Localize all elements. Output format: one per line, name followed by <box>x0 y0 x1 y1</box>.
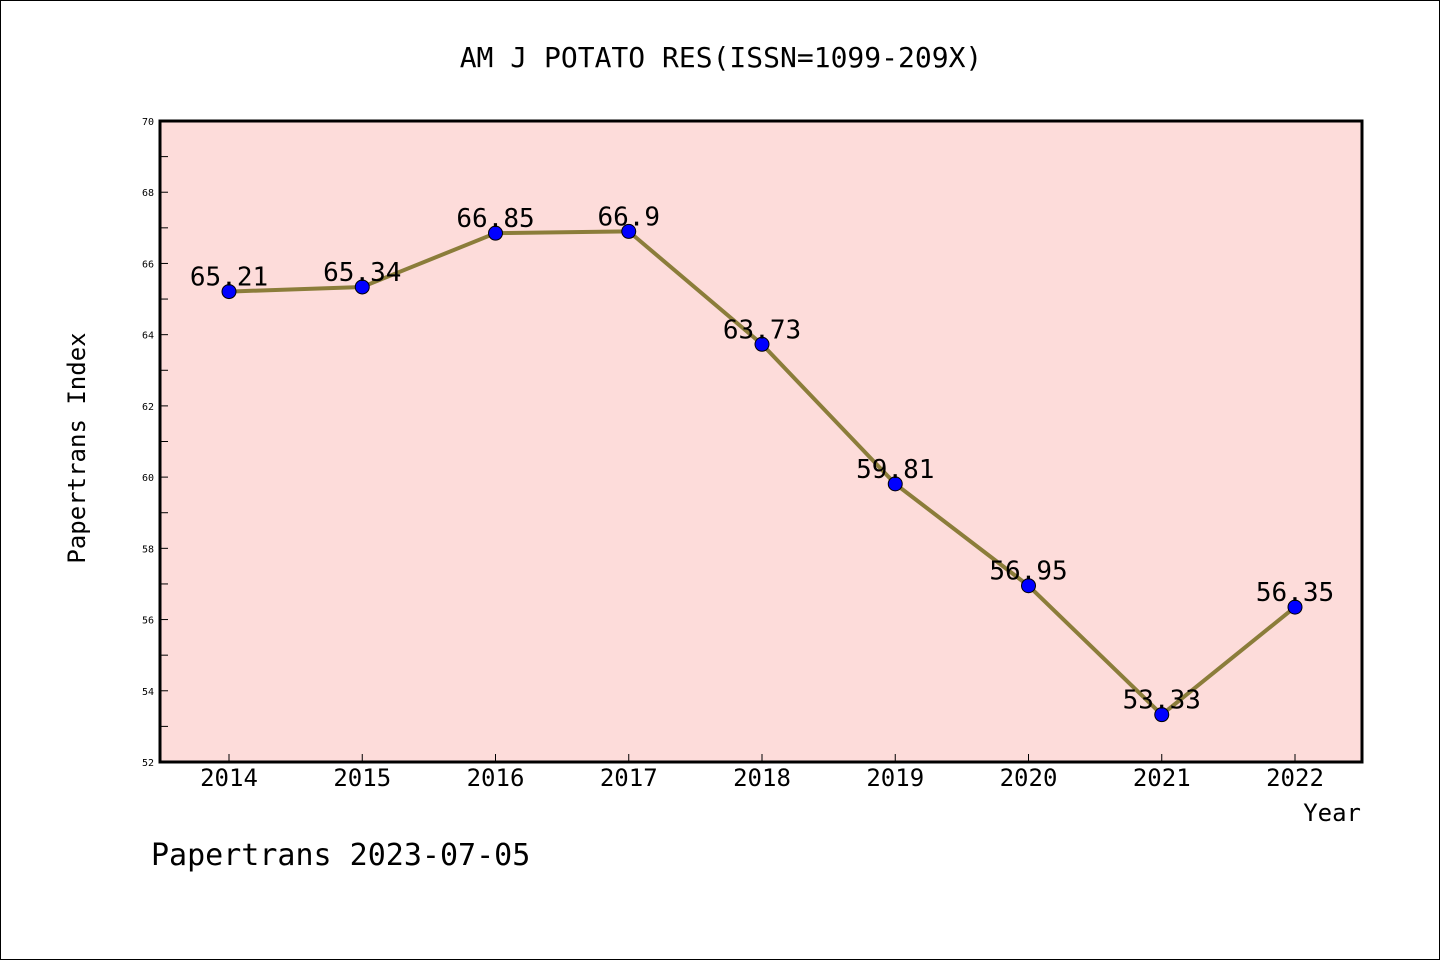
data-point <box>1021 578 1036 594</box>
data-label: 66.85 <box>456 204 534 234</box>
x-tick-label: 2022 <box>1266 764 1324 792</box>
x-tick-label: 2015 <box>333 764 391 792</box>
x-tick-label: 2019 <box>866 764 924 792</box>
data-label: 56.35 <box>1256 578 1334 608</box>
data-point <box>488 225 503 241</box>
y-tick-label: 54 <box>142 687 154 698</box>
y-tick-label: 64 <box>142 331 154 342</box>
y-tick-label: 66 <box>142 259 154 270</box>
data-point <box>354 279 370 295</box>
data-label: 63.73 <box>723 315 801 345</box>
y-tick-label: 52 <box>142 758 154 769</box>
x-tick-label: 2017 <box>600 764 658 792</box>
data-point <box>621 223 637 239</box>
x-tick-label: 2014 <box>200 764 258 792</box>
plot-area <box>158 119 1364 764</box>
y-axis-label: Papertrans Index <box>63 332 91 563</box>
y-tick-label: 58 <box>142 544 154 555</box>
data-point <box>887 476 903 492</box>
data-labels: 65.21 65.34 66.85 66.9 63.73 59.81 56.95 53.33 5… <box>190 202 1334 715</box>
y-tick-label: 60 <box>142 473 154 484</box>
chart-title: AM J POTATO RES(ISSN=1099-209X) <box>460 41 983 74</box>
data-label: 56.95 <box>989 557 1067 587</box>
data-label: 66.9 <box>597 202 660 232</box>
x-tick-label: 2016 <box>467 764 525 792</box>
x-tick-label: 2021 <box>1133 764 1191 792</box>
y-tick-label: 70 <box>142 117 154 128</box>
data-point <box>1287 599 1303 615</box>
data-label: 65.34 <box>323 258 401 288</box>
x-axis-label: Year <box>1303 799 1361 827</box>
x-tick-label: 2020 <box>1000 764 1058 792</box>
x-axis: 2014 2015 2016 2017 2018 2019 2020 2021 2022 <box>200 754 1324 792</box>
x-tick-label: 2018 <box>733 764 791 792</box>
data-label: 59.81 <box>856 455 934 485</box>
data-point <box>1154 707 1170 723</box>
y-tick-label: 56 <box>142 616 154 627</box>
y-axis: 52 54 56 58 60 62 64 66 68 70 <box>142 117 168 769</box>
data-points <box>221 223 1303 723</box>
y-tick-label: 62 <box>142 402 154 413</box>
footer-text: Papertrans 2023-07-05 <box>151 838 530 873</box>
data-label: 53.33 <box>1123 686 1201 716</box>
data-label: 65.21 <box>190 263 268 293</box>
data-point <box>754 336 770 352</box>
data-point <box>221 284 237 300</box>
y-tick-label: 68 <box>142 188 154 199</box>
